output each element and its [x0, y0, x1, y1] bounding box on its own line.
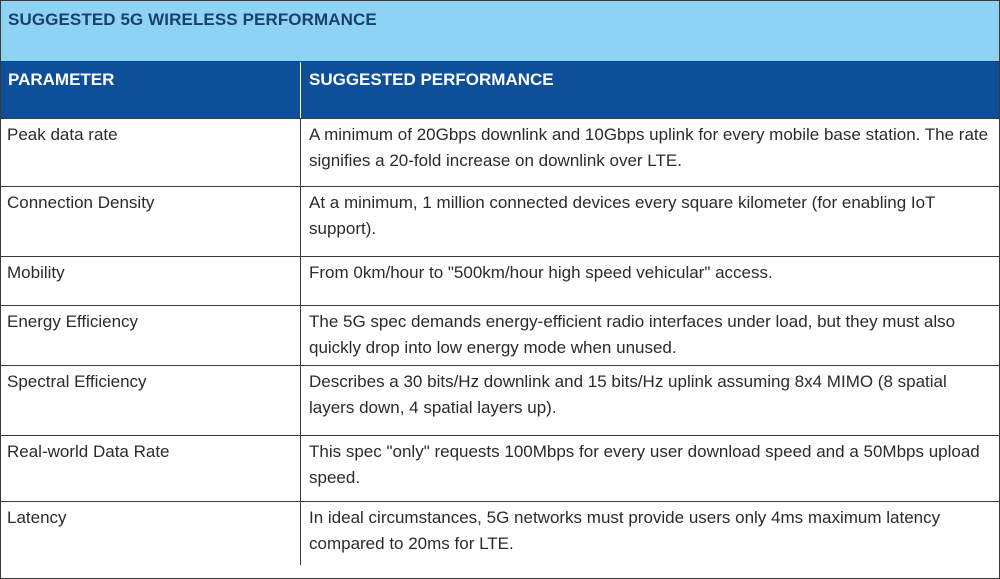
table-row: Latency In ideal circumstances, 5G netwo…	[1, 502, 999, 565]
table-row: Energy Efficiency The 5G spec demands en…	[1, 306, 999, 366]
row-parameter: Mobility	[1, 257, 301, 305]
row-performance: The 5G spec demands energy-efficient rad…	[309, 312, 956, 357]
table-header-row: PARAMETER SUGGESTED PERFORMANCE	[1, 62, 999, 119]
table-title: SUGGESTED 5G WIRELESS PERFORMANCE	[8, 10, 377, 29]
row-performance: At a minimum, 1 million connected device…	[309, 193, 936, 238]
row-parameter: Connection Density	[1, 187, 301, 256]
row-performance: This spec "only" requests 100Mbps for ev…	[309, 442, 980, 487]
table-row: Spectral Efficiency Describes a 30 bits/…	[1, 366, 999, 436]
table-row: Peak data rate A minimum of 20Gbps downl…	[1, 119, 999, 187]
table-row: Mobility From 0km/hour to "500km/hour hi…	[1, 257, 999, 306]
row-parameter: Spectral Efficiency	[1, 366, 301, 435]
row-parameter: Real-world Data Rate	[1, 436, 301, 501]
row-parameter: Peak data rate	[1, 119, 301, 186]
row-performance: A minimum of 20Gbps downlink and 10Gbps …	[309, 125, 989, 170]
table-row: Connection Density At a minimum, 1 milli…	[1, 187, 999, 257]
header-parameter: PARAMETER	[1, 62, 301, 118]
row-performance: Describes a 30 bits/Hz downlink and 15 b…	[309, 372, 947, 417]
row-parameter: Energy Efficiency	[1, 306, 301, 365]
header-suggested-performance: SUGGESTED PERFORMANCE	[309, 70, 554, 89]
row-performance: From 0km/hour to "500km/hour high speed …	[309, 263, 773, 282]
table-title-bar: SUGGESTED 5G WIRELESS PERFORMANCE	[1, 1, 999, 62]
table-row: Real-world Data Rate This spec "only" re…	[1, 436, 999, 502]
row-performance: In ideal circumstances, 5G networks must…	[309, 508, 941, 553]
row-parameter: Latency	[1, 502, 301, 565]
